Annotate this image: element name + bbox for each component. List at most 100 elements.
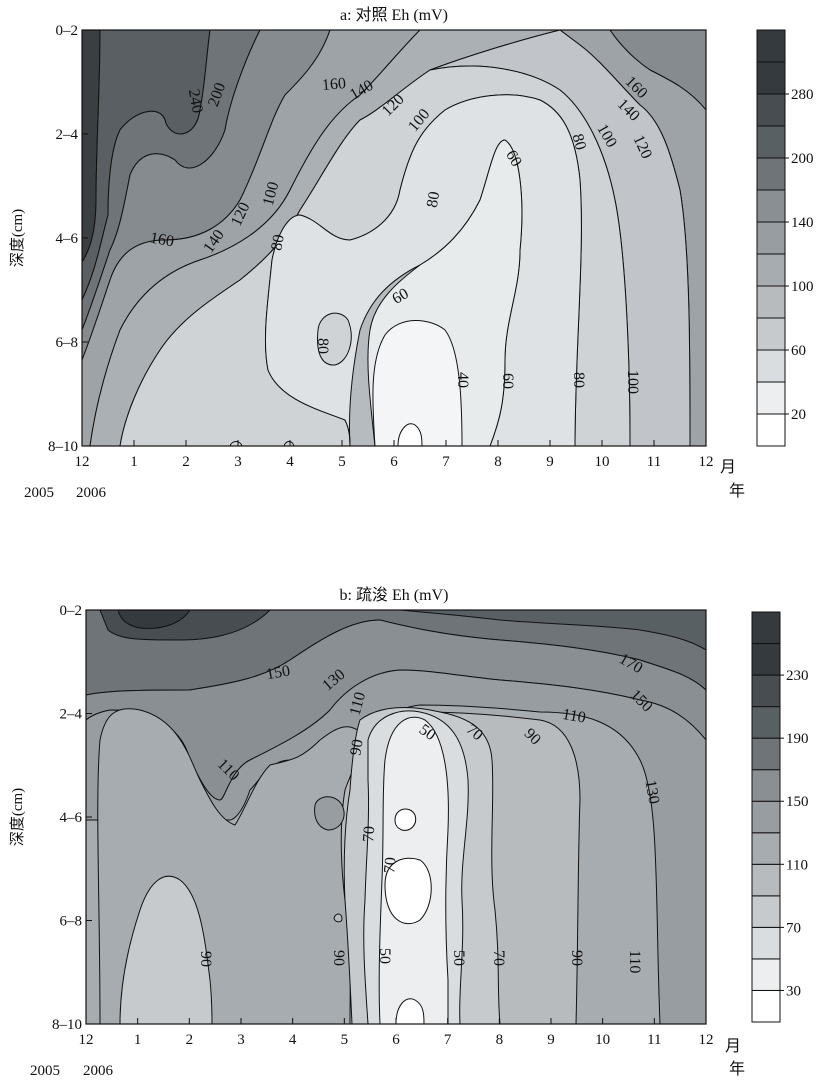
x-tick-label: 8 <box>494 454 502 470</box>
panel-a-y-axis: 0–2 2–4 4–6 6–8 8–10 <box>48 23 88 455</box>
colorbar-band <box>751 832 781 865</box>
panel-b-colorbar: 30 70 110 150 190 230 <box>751 611 809 1023</box>
x-tick-label: 12 <box>699 454 714 470</box>
y-tick-label: 4–6 <box>56 231 79 247</box>
panel-b-year-2006: 2006 <box>83 1063 114 1079</box>
colorbar-band <box>751 926 781 960</box>
colorbar-tick-label: 30 <box>786 983 801 999</box>
colorbar-band <box>756 157 786 191</box>
panel-b: b: 疏浚 Eh (mV) <box>9 586 809 1079</box>
contour-label: 80 <box>424 190 444 209</box>
x-tick-label: 4 <box>286 454 294 470</box>
contour-label: 90 <box>347 738 367 757</box>
colorbar-tick-label: 100 <box>791 279 814 295</box>
colorbar-band <box>756 285 786 319</box>
contour-label: 100 <box>260 180 283 208</box>
contour-label: 60 <box>499 373 516 389</box>
colorbar-band <box>756 349 786 383</box>
colorbar-band <box>756 125 786 159</box>
contour-label: 90 <box>197 951 214 967</box>
panel-b-year-2005: 2005 <box>30 1063 60 1079</box>
colorbar-band <box>756 29 786 63</box>
panel-b-region-top-190 <box>86 610 706 651</box>
contour-label: 70 <box>490 950 507 966</box>
colorbar-band <box>751 895 781 928</box>
colorbar-band <box>751 800 781 834</box>
colorbar-band <box>756 93 786 127</box>
y-tick-label: 0–2 <box>60 603 83 619</box>
contour-label: 150 <box>265 662 292 683</box>
colorbar-band <box>751 958 781 991</box>
colorbar-tick-label: 20 <box>791 407 806 423</box>
x-tick-label: 10 <box>595 454 610 470</box>
panel-a-year-unit: 年 <box>729 482 745 500</box>
colorbar-tick-label: 150 <box>786 794 809 810</box>
x-tick-label: 3 <box>234 454 242 470</box>
panel-b-y-axis-label: 深度(cm) <box>9 788 26 846</box>
colorbar-tick-label: 230 <box>786 668 809 684</box>
contour-label: 50 <box>416 721 439 744</box>
panel-b-pocket-min-1 <box>384 857 432 925</box>
contour-label: 40 <box>454 372 471 388</box>
colorbar-band <box>751 737 781 771</box>
panel-b-y-axis: 0–2 2–4 4–6 6–8 8–10 <box>52 603 92 1033</box>
colorbar-band <box>751 611 781 645</box>
panel-a-year-2006: 2006 <box>76 485 107 501</box>
x-tick-label: 8 <box>496 1032 504 1048</box>
x-tick-label: 12 <box>79 1032 94 1048</box>
colorbar-tick-label: 140 <box>791 215 814 231</box>
colorbar-tick-label: 70 <box>786 920 801 936</box>
x-tick-label: 11 <box>647 1032 661 1048</box>
panel-b-x-axis: 12 1 2 3 4 5 6 7 8 9 10 11 12 <box>79 1018 714 1048</box>
contour-label: 160 <box>149 230 176 251</box>
contour-label: 100 <box>624 370 641 394</box>
y-tick-label: 8–10 <box>52 1017 82 1033</box>
y-tick-label: 6–8 <box>56 335 79 351</box>
contour-label: 80 <box>570 372 587 388</box>
panel-a-title: a: 对照 Eh (mV) <box>340 6 448 24</box>
colorbar-band <box>756 61 786 95</box>
panel-a: a: 对照 Eh (mV) <box>9 6 814 501</box>
x-tick-label: 3 <box>237 1032 245 1048</box>
x-tick-label: 6 <box>392 1032 400 1048</box>
x-tick-label: 12 <box>699 1032 714 1048</box>
y-tick-label: 0–2 <box>56 23 79 39</box>
contour-label: 240 <box>185 88 206 115</box>
contour-label: 130 <box>641 779 662 806</box>
contour-label: 60 <box>389 285 411 308</box>
y-tick-label: 2–4 <box>60 707 83 723</box>
panel-a-month-unit: 月 <box>720 459 736 476</box>
contour-label: 70 <box>381 857 399 874</box>
colorbar-band <box>756 189 786 223</box>
x-tick-label: 1 <box>130 454 138 470</box>
y-tick-label: 2–4 <box>56 127 79 143</box>
panel-a-x-axis: 12 1 2 3 4 5 6 7 8 9 10 11 12 <box>75 440 714 470</box>
x-tick-label: 7 <box>442 454 450 470</box>
x-tick-label: 5 <box>341 1032 349 1048</box>
x-tick-label: 4 <box>289 1032 297 1048</box>
contour-label: 80 <box>314 338 331 354</box>
contour-label: 50 <box>450 950 467 966</box>
panel-b-month-unit: 月 <box>725 1038 741 1055</box>
x-tick-label: 2 <box>182 454 190 470</box>
x-tick-label: 12 <box>75 454 90 470</box>
y-tick-label: 6–8 <box>60 914 83 930</box>
panel-b-year-unit: 年 <box>729 1060 745 1078</box>
panel-a-island-80 <box>317 312 352 366</box>
colorbar-band <box>751 706 781 739</box>
contour-label: 110 <box>561 706 587 727</box>
colorbar-tick-label: 110 <box>786 857 808 873</box>
panel-a-year-2005: 2005 <box>24 485 54 501</box>
panel-b-island-130 <box>314 796 345 831</box>
colorbar-tick-label: 280 <box>791 87 814 103</box>
x-tick-label: 1 <box>134 1032 142 1048</box>
y-tick-label: 8–10 <box>48 439 78 455</box>
contour-label: 90 <box>568 950 585 966</box>
contour-label: 80 <box>268 233 288 252</box>
x-tick-label: 11 <box>647 454 661 470</box>
colorbar-band <box>756 221 786 255</box>
panel-b-title: b: 疏浚 Eh (mV) <box>340 586 449 604</box>
colorbar-tick-label: 60 <box>791 343 806 359</box>
colorbar-band <box>751 674 781 708</box>
panel-a-y-axis-label: 深度(cm) <box>9 209 26 267</box>
